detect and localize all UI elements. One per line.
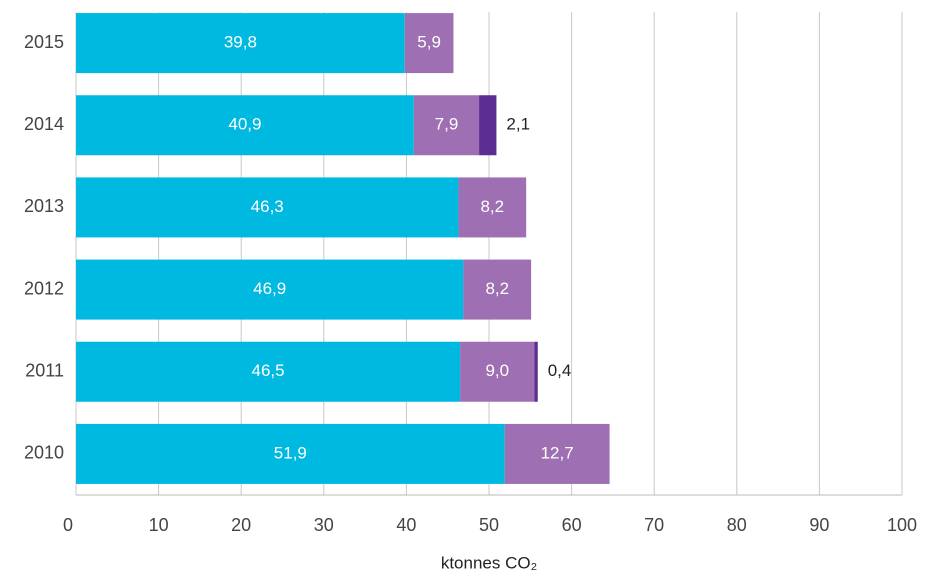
data-label: 46,5 [251, 361, 284, 380]
bar-segment [76, 259, 464, 320]
y-tick-label: 2014 [24, 114, 64, 134]
bar-segment [504, 423, 610, 484]
bar-segment [463, 259, 532, 320]
x-tick-label: 10 [149, 515, 169, 535]
bar-segment [458, 177, 527, 238]
data-label: 5,9 [417, 33, 441, 52]
bar-segment [76, 177, 459, 238]
data-label: 40,9 [228, 115, 261, 134]
y-tick-label: 2012 [24, 278, 64, 298]
data-label: 46,3 [251, 197, 284, 216]
data-label: 46,9 [253, 279, 286, 298]
x-tick-label: 50 [479, 515, 499, 535]
x-tick-label: 80 [727, 515, 747, 535]
x-tick-label: 70 [644, 515, 664, 535]
data-label: 39,8 [224, 33, 257, 52]
y-tick-label: 2010 [24, 443, 64, 463]
bar-segment [534, 341, 538, 402]
x-tick-label: 90 [809, 515, 829, 535]
data-label: 7,9 [435, 115, 459, 134]
x-tick-label: 100 [887, 515, 917, 535]
x-tick-label: 60 [562, 515, 582, 535]
x-axis-title: ktonnes CO₂ [441, 553, 537, 572]
bar-segment [76, 341, 461, 402]
bar-segment [76, 95, 414, 156]
x-tick-label: 30 [314, 515, 334, 535]
y-tick-label: 2013 [24, 196, 64, 216]
bar-segment [76, 13, 405, 74]
y-tick-label: 2015 [24, 32, 64, 52]
data-label: 2,1 [506, 115, 530, 134]
data-label: 8,2 [480, 197, 504, 216]
bar-segment [404, 13, 454, 74]
bar-segment [413, 95, 480, 156]
bar-segment [460, 341, 535, 402]
x-tick-label: 20 [231, 515, 251, 535]
data-label: 8,2 [485, 279, 509, 298]
bar-segment [479, 95, 497, 156]
data-label: 9,0 [485, 361, 509, 380]
y-tick-label: 2011 [25, 361, 64, 381]
x-tick-label: 0 [63, 515, 73, 535]
x-tick-label: 40 [396, 515, 416, 535]
data-label: 12,7 [541, 443, 574, 462]
data-label: 0,4 [548, 361, 572, 380]
bar-segment [76, 423, 505, 484]
data-label: 51,9 [274, 443, 307, 462]
